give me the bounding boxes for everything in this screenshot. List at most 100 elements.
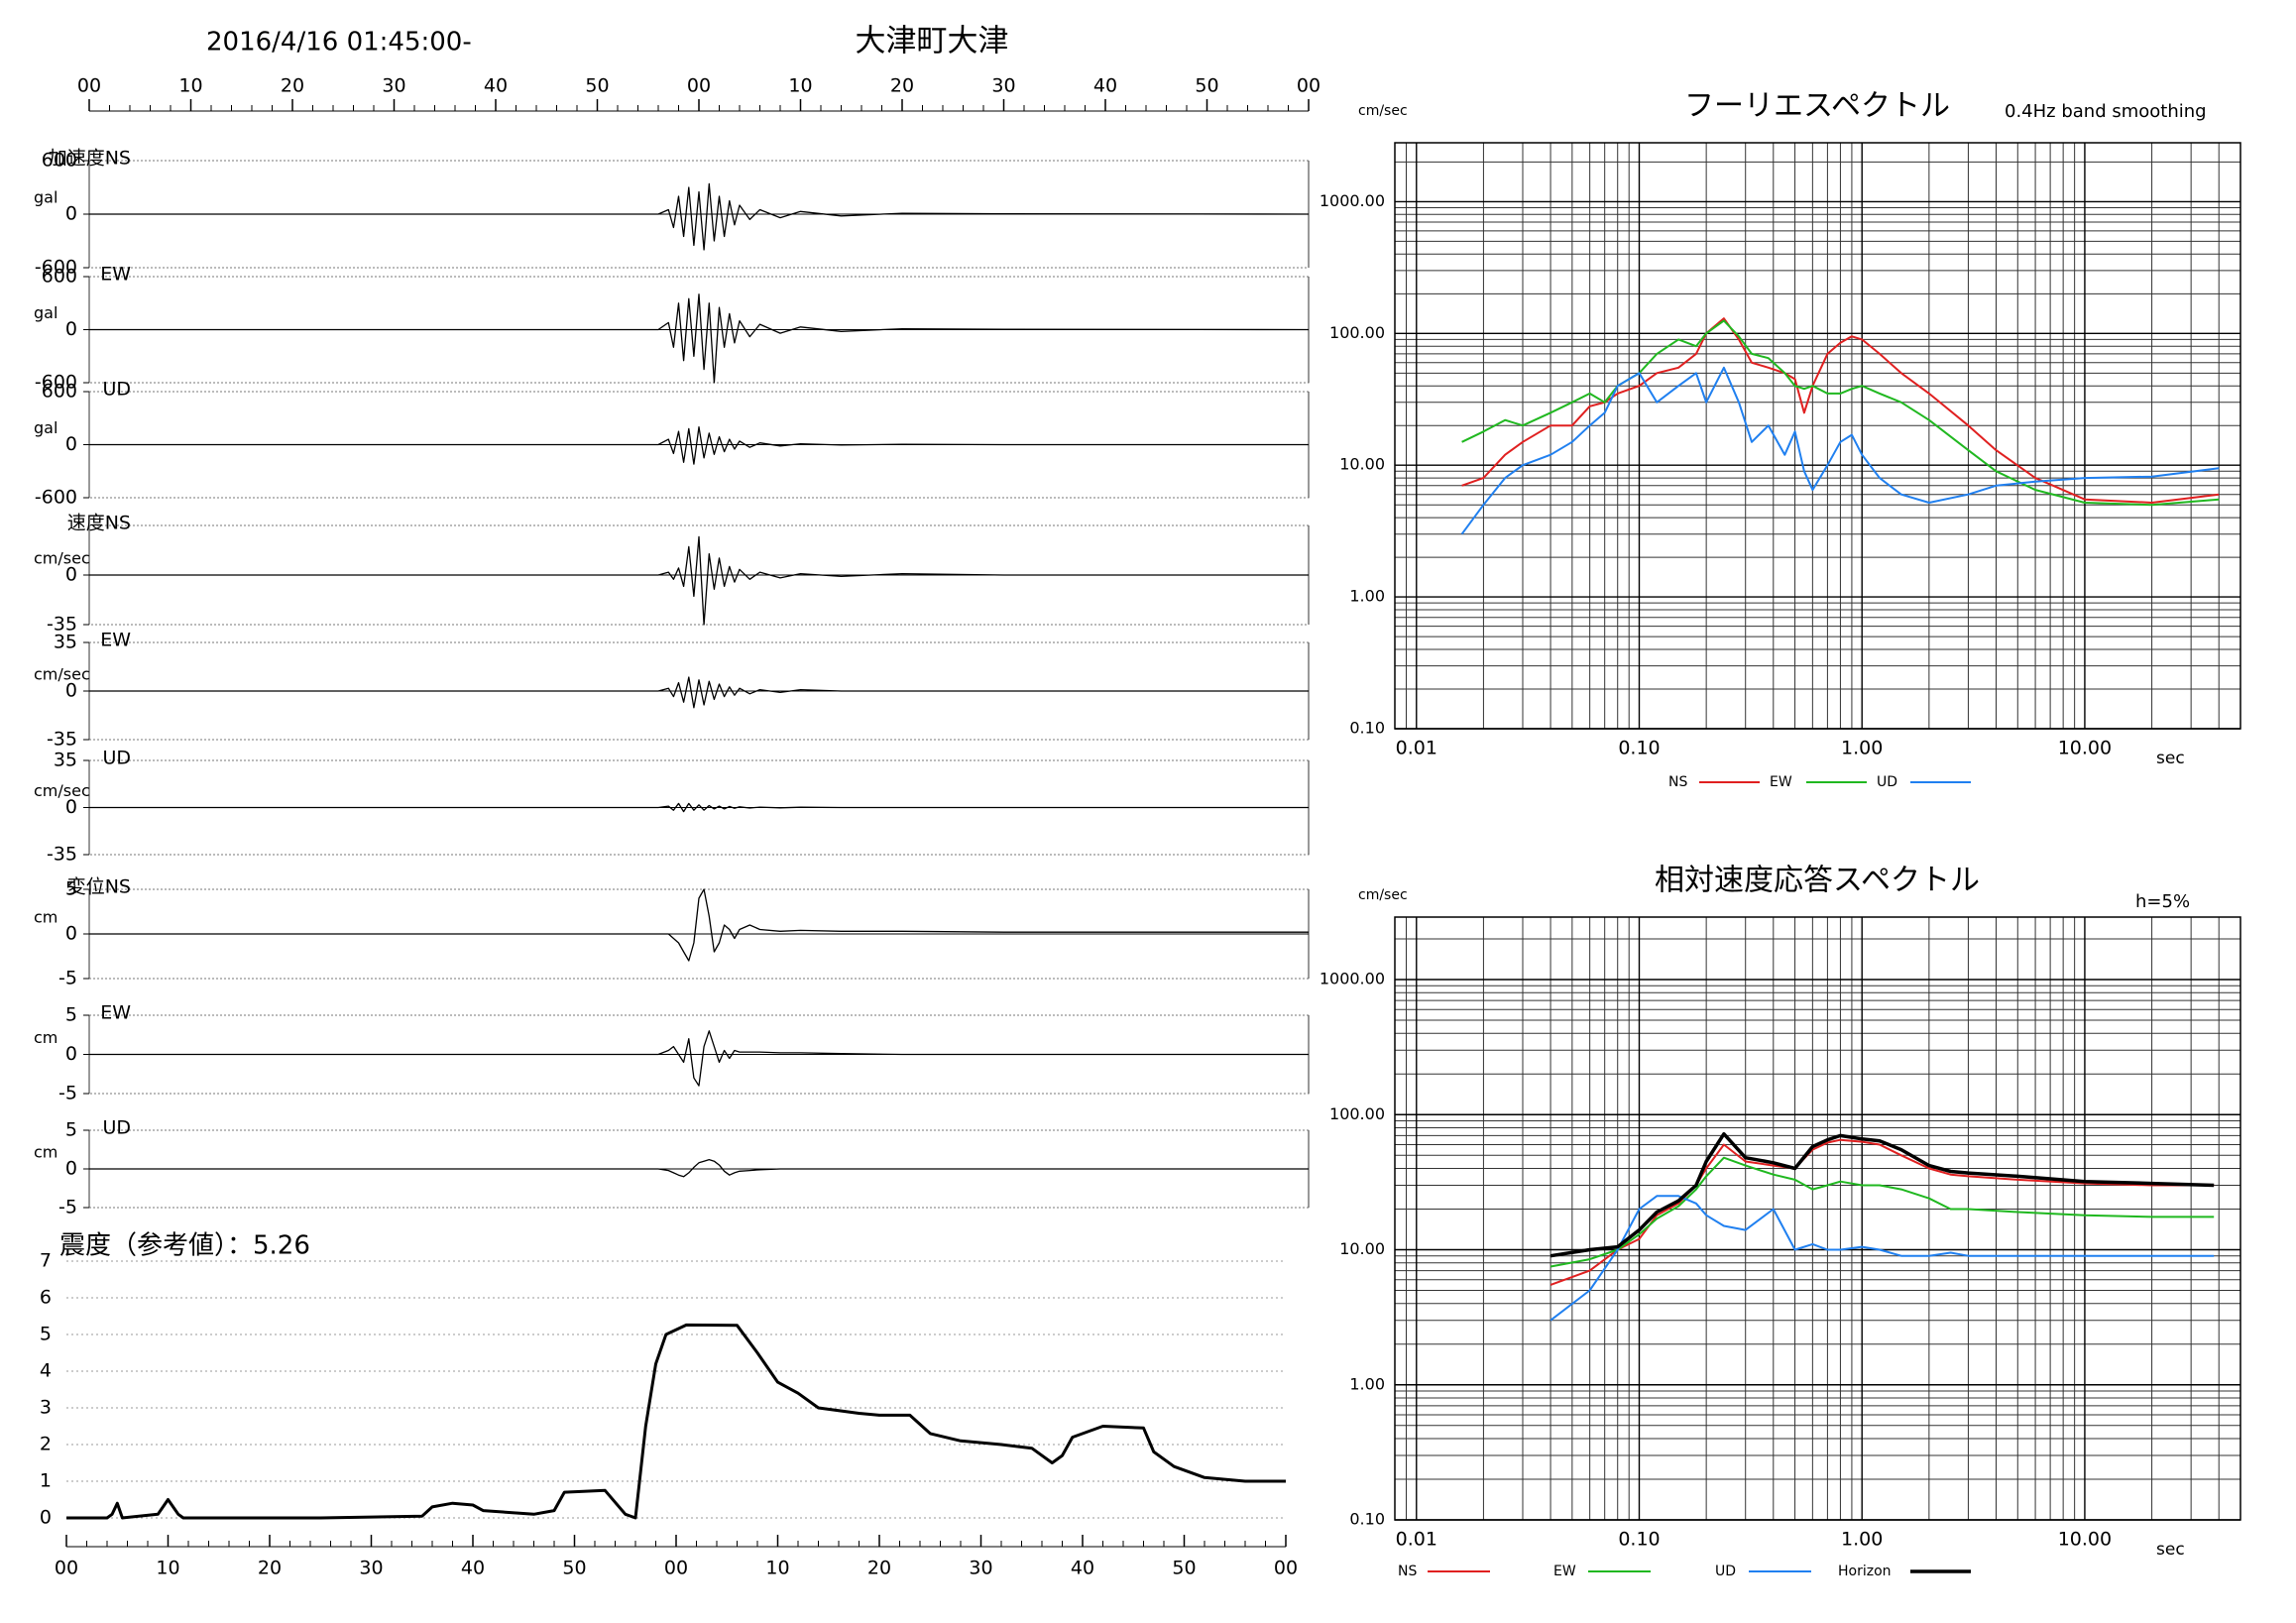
- panel-name: EW: [100, 264, 131, 286]
- y-tick-label: 5: [40, 1324, 52, 1345]
- y-tick-label: -600: [35, 257, 77, 279]
- panel-name: 加速度NS: [49, 148, 131, 170]
- y-tick-label: 4: [40, 1360, 52, 1382]
- panel-name: UD: [102, 748, 131, 769]
- x-tick-label: 00: [1274, 1558, 1298, 1579]
- plot-frame: [1394, 142, 2241, 730]
- trace: [89, 426, 1309, 465]
- y-tick-label: 1.00: [1349, 587, 1385, 606]
- legend-label: NS: [1668, 774, 1687, 790]
- y-tick-label: 5: [65, 878, 77, 900]
- panel-unit: gal: [34, 188, 57, 207]
- y-tick-label: 3: [40, 1397, 52, 1419]
- x-tick-label: 10.00: [2058, 738, 2112, 759]
- y-tick-label: -35: [47, 729, 77, 751]
- panel-name: UD: [102, 379, 131, 401]
- spectrum-line: [1550, 1131, 2215, 1258]
- x-tick-label: 1.00: [1841, 1529, 1883, 1551]
- y-tick-label: -35: [47, 614, 77, 636]
- y-unit: cm/sec: [1358, 887, 1408, 903]
- panel-unit: gal: [34, 303, 57, 322]
- x-tick-label: 30: [359, 1558, 383, 1579]
- spectrum-line: [1550, 1138, 2215, 1286]
- y-tick-label: -600: [35, 487, 77, 509]
- trace: [89, 676, 1309, 709]
- x-tick-label: 00: [77, 75, 101, 97]
- y-tick-label: 100.00: [1329, 1104, 1385, 1123]
- y-tick-label: -5: [58, 1083, 77, 1104]
- y-tick-label: 35: [54, 632, 77, 653]
- y-tick-label: 0: [65, 796, 77, 818]
- y-tick-label: 5: [65, 1119, 77, 1141]
- y-tick-label: 600: [42, 150, 77, 172]
- panel-name: EW: [100, 1002, 131, 1024]
- x-tick-label: 10.00: [2058, 1529, 2112, 1551]
- y-tick-label: 1: [40, 1470, 52, 1492]
- legend-label: Horizon: [1838, 1564, 1892, 1579]
- x-tick-label: 50: [585, 75, 609, 97]
- legend-label: NS: [1398, 1564, 1417, 1579]
- y-unit: cm/sec: [1358, 103, 1408, 119]
- x-tick-label: 0.01: [1396, 738, 1437, 759]
- x-tick-label: 30: [382, 75, 405, 97]
- x-tick-label: 0.10: [1618, 1529, 1660, 1551]
- x-tick-label: 20: [890, 75, 914, 97]
- x-tick-label: 30: [969, 1558, 992, 1579]
- legend-label: UD: [1715, 1564, 1736, 1579]
- x-tick-label: 40: [1093, 75, 1117, 97]
- spectrum-line: [1461, 317, 2220, 504]
- panel-unit: cm/sec: [34, 781, 90, 800]
- station: 大津町大津: [856, 24, 1009, 59]
- panel-unit: cm/sec: [34, 665, 90, 684]
- x-tick-label: 00: [687, 75, 711, 97]
- panel-name: 変位NS: [67, 876, 131, 898]
- panel-name: EW: [100, 630, 131, 651]
- trace: [89, 802, 1309, 813]
- y-tick-label: 1.00: [1349, 1374, 1385, 1393]
- x-tick-label: 00: [1297, 75, 1320, 97]
- y-tick-label: 1000.00: [1320, 970, 1385, 988]
- x-tick-label: 10: [788, 75, 812, 97]
- x-tick-label: 30: [991, 75, 1015, 97]
- x-tick-label: 20: [867, 1558, 891, 1579]
- datetime: 2016/4/16 01:45:00-: [206, 28, 472, 58]
- chart-subtitle: h=5%: [2135, 891, 2190, 912]
- y-tick-label: 10.00: [1339, 1239, 1385, 1258]
- spectrum-line: [1461, 319, 2220, 507]
- panel-unit: gal: [34, 418, 57, 437]
- chart-title: フーリエスペクトル: [1684, 89, 1950, 124]
- x-tick-label: 1.00: [1841, 738, 1883, 759]
- x-tick-label: 20: [258, 1558, 282, 1579]
- y-tick-label: -5: [58, 968, 77, 989]
- x-tick-label: 10: [156, 1558, 179, 1579]
- legend-label: EW: [1553, 1564, 1576, 1579]
- y-tick-label: 0.10: [1349, 1510, 1385, 1529]
- y-tick-label: 7: [40, 1250, 52, 1272]
- y-tick-label: 0: [40, 1507, 52, 1529]
- legend-label: EW: [1770, 774, 1792, 790]
- y-tick-label: 5: [65, 1004, 77, 1026]
- intensity-line: [66, 1323, 1286, 1520]
- trace: [89, 535, 1309, 626]
- panel-unit: cm: [34, 908, 57, 927]
- y-tick-label: 0: [65, 923, 77, 945]
- legend-label: UD: [1877, 774, 1897, 790]
- y-tick-label: 0: [65, 433, 77, 455]
- x-tick-label: 0.10: [1618, 738, 1660, 759]
- y-tick-label: 0: [65, 680, 77, 702]
- y-tick-label: -35: [47, 844, 77, 866]
- x-tick-label: 00: [55, 1558, 78, 1579]
- y-tick-label: 0: [65, 564, 77, 586]
- y-tick-label: 6: [40, 1287, 52, 1309]
- panel-unit: cm/sec: [34, 549, 90, 568]
- intensity-title: 震度（参考値）：5.26: [59, 1231, 310, 1261]
- x-tick-label: 50: [1172, 1558, 1196, 1579]
- x-tick-label: 10: [178, 75, 202, 97]
- x-tick-label: 20: [281, 75, 304, 97]
- panel-name: 速度NS: [67, 513, 131, 534]
- trace: [89, 1158, 1309, 1178]
- x-tick-label: 10: [765, 1558, 789, 1579]
- y-tick-label: 1000.00: [1320, 191, 1385, 210]
- panel-unit: cm: [34, 1028, 57, 1047]
